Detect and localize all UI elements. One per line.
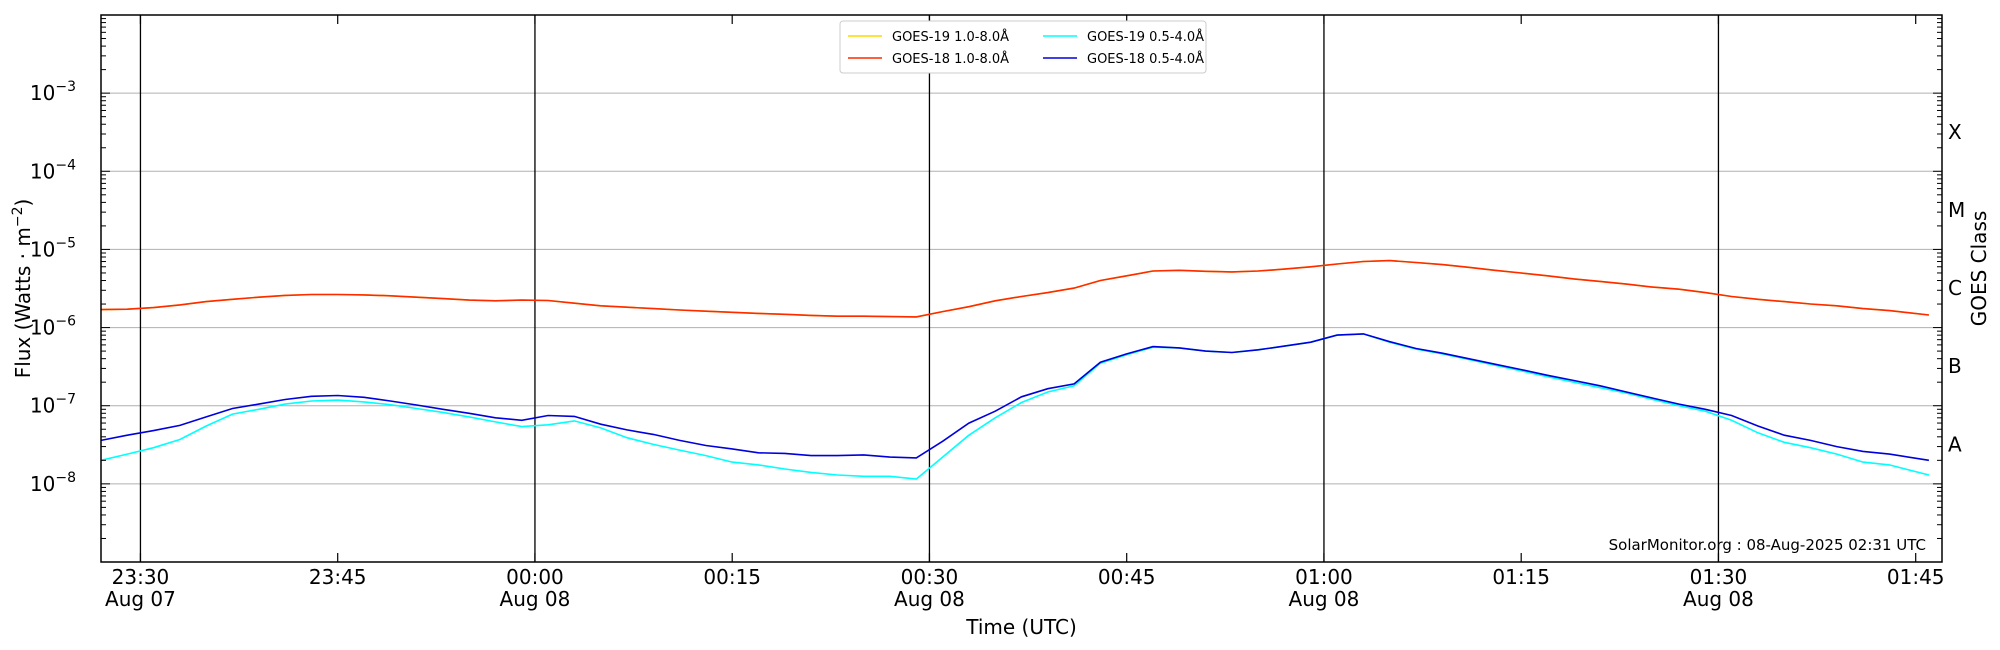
series-layer (100, 259, 1930, 480)
y-tick-base: 10 (30, 237, 55, 261)
y-tick-label: 10−6 (30, 314, 76, 340)
y-tick-base: 10 (30, 159, 55, 183)
x-axis-label: Time (UTC) (965, 615, 1077, 639)
y-axis-label-exponent: −2 (10, 207, 26, 228)
series-line (100, 333, 1930, 462)
grid-layer (101, 92, 1942, 485)
x-tick-label: 00:00 (506, 565, 564, 589)
y-tick-label: 10−3 (30, 79, 76, 105)
x-tick-label: 01:00 (1295, 565, 1353, 589)
y-tick-exponent: −3 (55, 79, 76, 95)
y-tick-label: 10−5 (30, 235, 76, 261)
goes-class-label: A (1948, 432, 1962, 456)
goes-class-label: B (1948, 354, 1962, 378)
x-tick-date-label: Aug 08 (1289, 587, 1360, 611)
legend-label: GOES-18 1.0-8.0Å (892, 51, 1009, 67)
x-tick-date-label: Aug 08 (894, 587, 965, 611)
vertical-lines-layer (139, 15, 1720, 562)
watermark-text: SolarMonitor.org : 08-Aug-2025 02:31 UTC (1609, 536, 1926, 554)
y-tick-exponent: −8 (55, 470, 76, 486)
legend-box (839, 20, 1207, 74)
y-axis-label-main: Flux (Watts · m (11, 227, 35, 378)
x-tick-label: 01:15 (1492, 565, 1550, 589)
y-axis-label: Flux (Watts · m−2) (10, 199, 35, 379)
y-tick-exponent: −7 (55, 392, 76, 408)
legend-items: GOES-19 1.0-8.0Å GOES-18 1.0-8.0Å GOES-19 … (848, 29, 1204, 67)
series-line (100, 333, 1930, 480)
y-tick-exponent: −6 (55, 314, 76, 330)
y-tick-base: 10 (30, 316, 55, 340)
series-line (100, 259, 1929, 318)
x-tick-label: 01:45 (1887, 565, 1945, 589)
x-tick-label: 01:30 (1690, 565, 1748, 589)
y-tick-base: 10 (30, 472, 55, 496)
legend-label: GOES-18 0.5-4.0Å (1087, 51, 1204, 67)
goes-class-layer: A B C M X (1948, 120, 1965, 457)
x-tick-date-label: Aug 08 (500, 587, 571, 611)
x-tick-date-label: Aug 08 (1683, 587, 1754, 611)
goes-class-label: M (1948, 198, 1965, 222)
x-tick-date-label: Aug 07 (105, 587, 176, 611)
series-line (100, 259, 1929, 318)
plot-frame (100, 14, 1943, 563)
y-tick-label: 10−8 (30, 470, 76, 496)
x-tick-label: 00:45 (1098, 565, 1156, 589)
y-tick-label: 10−4 (30, 157, 76, 183)
x-tick-label: 23:30 (112, 565, 170, 589)
y-ticks-layer: 10−810−710−610−510−410−3 (30, 18, 1942, 563)
legend-label: GOES-19 1.0-8.0Å (892, 29, 1009, 45)
y-axis-label-end: ) (11, 199, 35, 207)
y-tick-base: 10 (30, 394, 55, 418)
x-tick-label: 00:30 (901, 565, 959, 589)
goes-class-label: C (1948, 276, 1962, 300)
x-tick-label: 00:15 (703, 565, 761, 589)
legend: GOES-19 1.0-8.0Å GOES-18 1.0-8.0Å GOES-19 … (839, 20, 1207, 74)
y-tick-exponent: −5 (55, 235, 76, 251)
y-tick-base: 10 (30, 81, 55, 105)
x-tick-label: 23:45 (309, 565, 367, 589)
legend-label: GOES-19 0.5-4.0Å (1087, 29, 1204, 45)
y-tick-exponent: −4 (55, 157, 76, 173)
goes-class-axis-label: GOES Class (1967, 211, 1991, 327)
y-tick-label: 10−7 (30, 392, 76, 418)
goes-class-label: X (1948, 120, 1962, 144)
